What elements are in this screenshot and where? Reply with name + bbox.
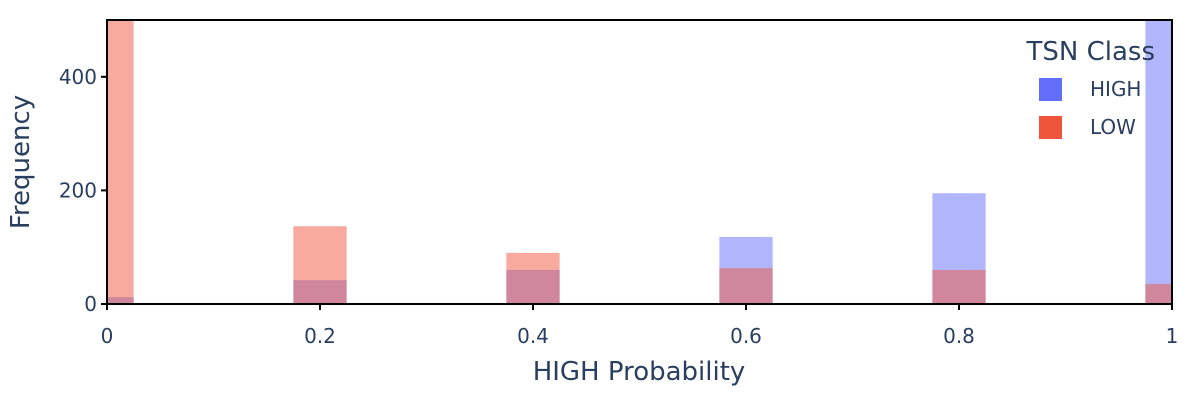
- legend-title: TSN Class: [1025, 37, 1155, 67]
- bar-low-5: [1145, 284, 1172, 304]
- y-axis-title: Frequency: [6, 95, 36, 229]
- legend: TSN Class HIGH LOW: [1025, 37, 1155, 139]
- legend-label-low: LOW: [1090, 115, 1136, 139]
- x-axis-title: HIGH Probability: [533, 357, 746, 387]
- x-tick-label-5: 1: [1166, 324, 1179, 348]
- x-tick-label-4: 0.8: [943, 324, 975, 348]
- bar-high-5: [1145, 20, 1172, 304]
- y-tick-label-0: 0: [84, 292, 97, 316]
- bar-low-0: [107, 20, 134, 304]
- legend-swatch-high: [1039, 78, 1062, 101]
- bar-low-3: [719, 268, 773, 304]
- legend-label-high: HIGH: [1090, 77, 1141, 101]
- x-tick-label-2: 0.4: [517, 324, 549, 348]
- x-tick-label-0: 0: [101, 324, 114, 348]
- y-tick-label-1: 200: [59, 178, 97, 202]
- x-axis-ticks: 0 0.2 0.4 0.6 0.8 1: [101, 304, 1179, 348]
- y-tick-label-2: 400: [59, 65, 97, 89]
- bar-low-1: [293, 226, 347, 304]
- bar-low-4: [932, 269, 986, 304]
- x-tick-label-3: 0.6: [730, 324, 762, 348]
- y-axis-ticks: 0 200 400: [59, 65, 107, 316]
- bars-layer: [107, 20, 1172, 304]
- legend-swatch-low: [1039, 116, 1062, 139]
- bar-low-2: [506, 252, 560, 304]
- plot-frame: [106, 19, 1173, 305]
- x-tick-label-1: 0.2: [304, 324, 336, 348]
- legend-items: HIGH LOW: [1039, 77, 1141, 139]
